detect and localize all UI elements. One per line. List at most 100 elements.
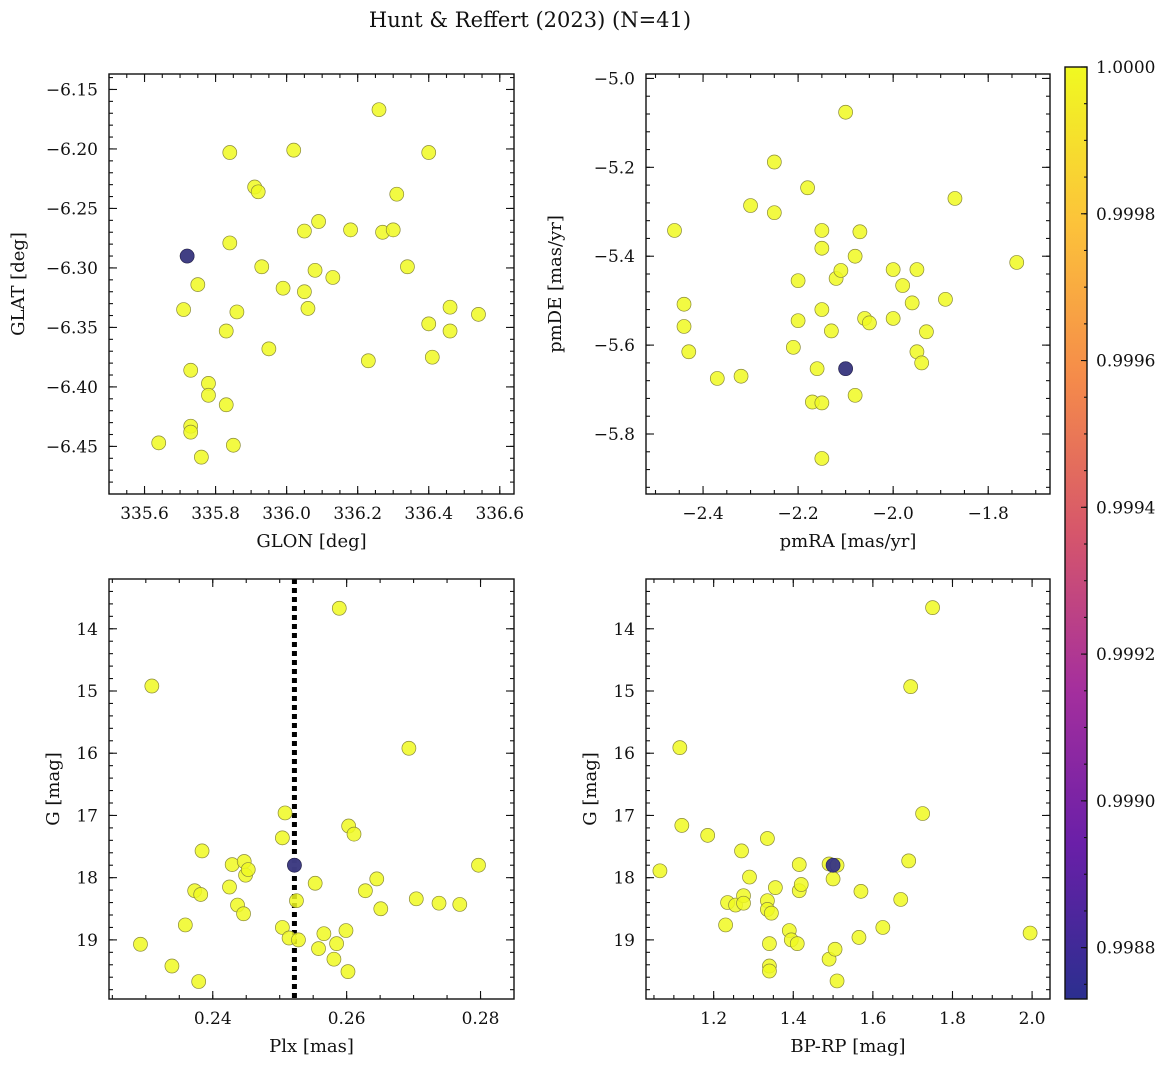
data-point	[222, 235, 238, 251]
y-tick-label: 15	[76, 682, 98, 702]
data-point	[250, 184, 266, 200]
y-tick-label: 16	[613, 744, 635, 764]
x-tick-label: 336.0	[262, 504, 311, 524]
data-point	[676, 319, 692, 334]
data-point	[851, 930, 867, 945]
data-point	[833, 263, 849, 278]
data-point	[652, 863, 668, 879]
data-point	[914, 355, 930, 371]
y-tick-label: 15	[613, 682, 635, 702]
data-point	[275, 830, 290, 846]
data-point	[229, 304, 245, 320]
data-point	[183, 362, 199, 378]
data-point	[218, 323, 234, 339]
data-point	[340, 964, 356, 979]
data-point	[674, 818, 690, 833]
data-point	[824, 323, 839, 339]
data-point	[331, 600, 347, 616]
data-point	[193, 887, 209, 902]
y-tick-label: 14	[613, 620, 635, 640]
data-point	[408, 891, 424, 907]
panels: 335.6 335.8 336.0 336.2 336.4 336.6 −6.15 −6.20…	[8, 69, 1051, 1057]
data-point	[925, 600, 940, 615]
data-point	[814, 240, 830, 256]
data-point	[421, 145, 437, 160]
data-point	[133, 936, 148, 952]
data-point	[346, 826, 362, 842]
data-point	[144, 678, 160, 694]
marks	[652, 600, 1038, 989]
data-point	[338, 923, 354, 938]
data-point	[743, 198, 758, 213]
data-point	[191, 974, 207, 989]
data-point	[827, 941, 843, 957]
y-tick-label: −5.6	[594, 336, 635, 356]
data-point	[275, 280, 291, 296]
data-point	[222, 145, 238, 160]
data-point	[369, 871, 385, 887]
data-point	[814, 451, 830, 466]
data-point	[194, 843, 210, 859]
y-tick-label: 19	[613, 931, 635, 951]
colorbar: 0.9988 0.9990 0.9992 0.9994 0.9996 0.9998 1.00…	[1064, 58, 1155, 1000]
data-point	[358, 883, 373, 899]
data-point	[847, 387, 863, 403]
y-axis-label: G [mag]	[580, 752, 601, 825]
colorbar-gradient	[1065, 67, 1087, 999]
data-point	[400, 259, 415, 275]
x-axis-label: pmRA [mas/yr]	[780, 531, 917, 552]
low-probability-point	[179, 248, 195, 264]
data-point	[901, 853, 917, 869]
marks	[667, 104, 1025, 466]
data-point	[471, 857, 486, 873]
y-tick-label: −6.30	[46, 259, 98, 279]
x-tick-label: 336.6	[475, 504, 524, 524]
data-point	[862, 315, 877, 331]
data-point	[225, 437, 241, 453]
colorbar-tick-label: 0.9990	[1096, 792, 1155, 812]
data-point	[316, 926, 332, 942]
data-point	[853, 884, 869, 899]
data-point	[700, 828, 716, 843]
x-tick-label: 0.28	[462, 1009, 500, 1029]
marks	[133, 579, 486, 999]
x-axis-label: Plx [mas]	[269, 1036, 354, 1057]
data-point	[766, 205, 782, 221]
data-point	[236, 906, 251, 922]
x-tick-label: 336.2	[333, 504, 382, 524]
data-point	[800, 180, 815, 196]
data-point	[190, 277, 206, 292]
panel-1: 335.6 335.8 336.0 336.2 336.4 336.6 −6.15 −6.20…	[8, 73, 524, 552]
data-point	[790, 313, 806, 329]
y-tick-label: −6.35	[46, 318, 98, 338]
data-point	[431, 895, 447, 911]
data-point	[814, 223, 830, 238]
x-axis-label: BP-RP [mag]	[790, 1036, 905, 1057]
y-tick-label: −6.40	[46, 378, 98, 398]
data-point	[947, 191, 963, 206]
x-tick-label: 2.0	[1019, 1009, 1046, 1029]
data-point	[938, 291, 953, 307]
panel-3: 0.24 0.26 0.28 14 15 16 17 18 19 Plx [mas] G [mag]	[43, 578, 515, 1057]
colorbar-tick-label: 0.9992	[1096, 645, 1155, 665]
data-point	[742, 869, 757, 885]
y-tick-label: 14	[76, 620, 98, 640]
data-point	[442, 299, 458, 315]
data-point	[764, 905, 779, 921]
data-point	[194, 449, 209, 465]
data-point	[1022, 925, 1038, 941]
data-point	[424, 349, 440, 365]
data-point	[201, 387, 216, 403]
data-point	[762, 936, 777, 951]
data-point	[373, 901, 389, 917]
data-point	[852, 224, 868, 240]
data-point	[183, 424, 199, 440]
data-point	[442, 323, 458, 339]
data-point	[718, 917, 733, 933]
data-point	[847, 248, 863, 264]
data-point	[326, 951, 342, 967]
colorbar-tick-label: 0.9988	[1096, 939, 1155, 959]
y-tick-label: −5.4	[594, 247, 635, 267]
data-point	[829, 973, 845, 989]
